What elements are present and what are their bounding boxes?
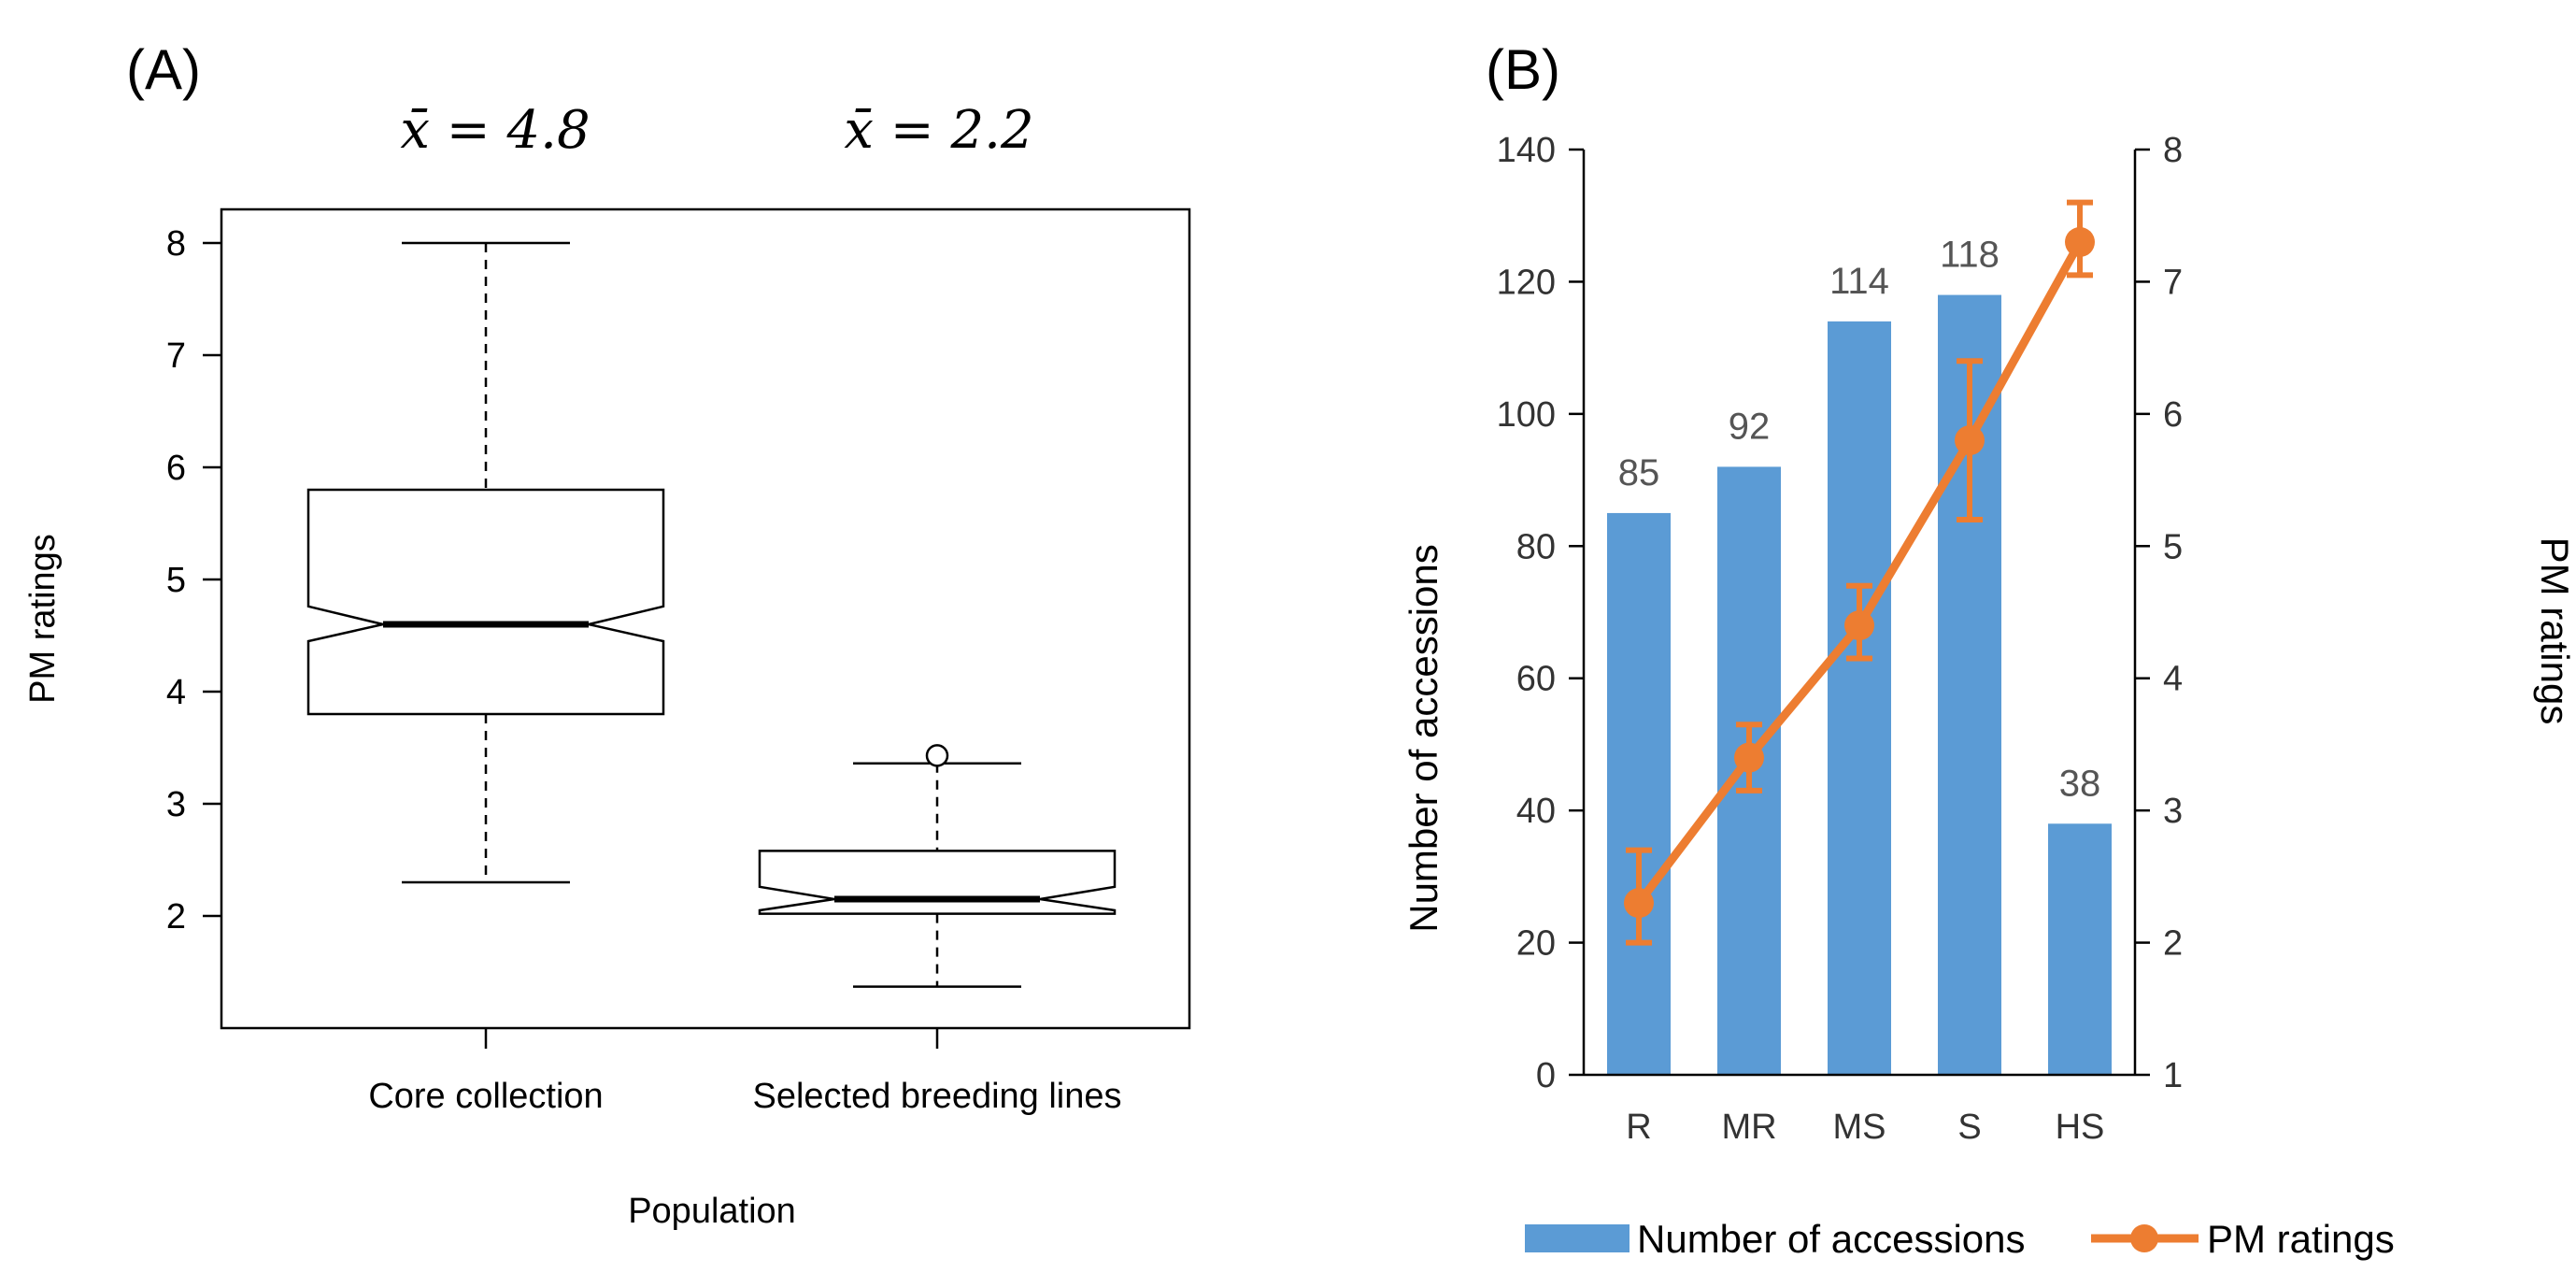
left-tick-label: 120 (1497, 263, 1556, 302)
y-tick-label-a: 6 (166, 449, 186, 488)
right-tick-label: 4 (2163, 660, 2183, 699)
legend-label-line: PM ratings (2207, 1217, 2395, 1261)
left-tick-label: 40 (1516, 792, 1556, 831)
bar-value-label: 92 (1729, 406, 1771, 447)
left-tick-label: 100 (1497, 395, 1556, 435)
y-axis-title-a: PM ratings (23, 534, 63, 704)
y-axis-a: 2 3 4 5 6 7 8 (166, 224, 221, 937)
y-tick-label-a: 3 (166, 785, 186, 824)
line-marker (2065, 227, 2095, 257)
x-axis-a: Core collection Selected breeding lines (368, 1028, 1122, 1116)
y2-axis-title-b: PM ratings (2533, 537, 2576, 725)
left-tick-label: 0 (1536, 1056, 1556, 1095)
legend-swatch-marker (2130, 1224, 2158, 1252)
x-tick-label-b: HS (2056, 1108, 2105, 1147)
box-group (758, 744, 1117, 988)
line-series-b (1624, 199, 2095, 946)
x-tick-label-b: MS (1833, 1108, 1886, 1147)
notched-box (306, 488, 665, 716)
bar (1607, 512, 1671, 1075)
left-tick-label: 140 (1497, 131, 1556, 170)
bar-value-label: 85 (1618, 452, 1660, 493)
mean-annotation-selected: x̄ = 2.2 (844, 100, 1033, 161)
right-tick-label: 3 (2163, 792, 2183, 831)
line-marker (1955, 425, 1985, 456)
notched-box (758, 850, 1117, 915)
line-marker (1734, 742, 1764, 773)
bar (1828, 321, 1891, 1075)
right-tick-label: 1 (2163, 1056, 2183, 1095)
y-tick-label-a: 7 (166, 336, 186, 376)
x-tick-label-a: Core collection (368, 1077, 603, 1116)
x-tick-label-a: Selected breeding lines (752, 1077, 1121, 1116)
bar-value-label: 38 (2059, 763, 2101, 804)
right-tick-label: 5 (2163, 527, 2183, 566)
right-tick-label: 7 (2163, 263, 2183, 302)
right-tick-label: 2 (2163, 924, 2183, 964)
y-tick-label-a: 2 (166, 897, 186, 937)
panel-b-label: (B) (1486, 38, 1560, 101)
panel-a: (A) x̄ = 4.8 x̄ = 2.2 2 3 4 5 6 7 8 Core colle… (23, 38, 1191, 1231)
x-tick-label-b: S (1957, 1108, 1981, 1147)
bar (2048, 823, 2112, 1075)
y-tick-label-a: 4 (166, 673, 186, 712)
y-tick-label-a: 5 (166, 561, 186, 600)
y-axis-title-b: Number of accessions (1402, 544, 1445, 933)
panel-a-label: (A) (126, 38, 201, 101)
left-tick-label: 80 (1516, 527, 1556, 566)
bar-value-label: 118 (1940, 235, 2000, 276)
legend-swatch-bars (1525, 1224, 1630, 1252)
x-tick-label-b: MR (1721, 1108, 1776, 1147)
right-tick-label: 8 (2163, 131, 2183, 170)
line-marker (1844, 610, 1874, 641)
boxes-a (306, 241, 1117, 988)
line-marker (1624, 888, 1654, 919)
axes-b: 0 20 40 60 80 100 120 140 1 2 3 4 5 6 7 8 R MR MS S HS (1497, 131, 2184, 1147)
plot-frame-a (220, 207, 1191, 1030)
y-tick-label-a: 8 (166, 224, 186, 264)
left-tick-label: 60 (1516, 660, 1556, 699)
x-tick-label-b: R (1626, 1108, 1651, 1147)
legend-b: Number of accessions PM ratings (1525, 1217, 2395, 1261)
mean-annotation-core: x̄ = 4.8 (400, 100, 590, 161)
panel-b: (B) 85 92 114 118 38 0 20 40 60 80 100 120 140 1 2 3 4 5… (1402, 38, 2576, 1261)
outlier-point (925, 744, 949, 767)
x-axis-title-a: Population (628, 1192, 796, 1231)
box-group (306, 241, 665, 884)
legend-label-bars: Number of accessions (1637, 1217, 2026, 1261)
bar-value-label: 114 (1829, 261, 1889, 302)
right-tick-label: 6 (2163, 395, 2183, 435)
left-tick-label: 20 (1516, 924, 1556, 964)
